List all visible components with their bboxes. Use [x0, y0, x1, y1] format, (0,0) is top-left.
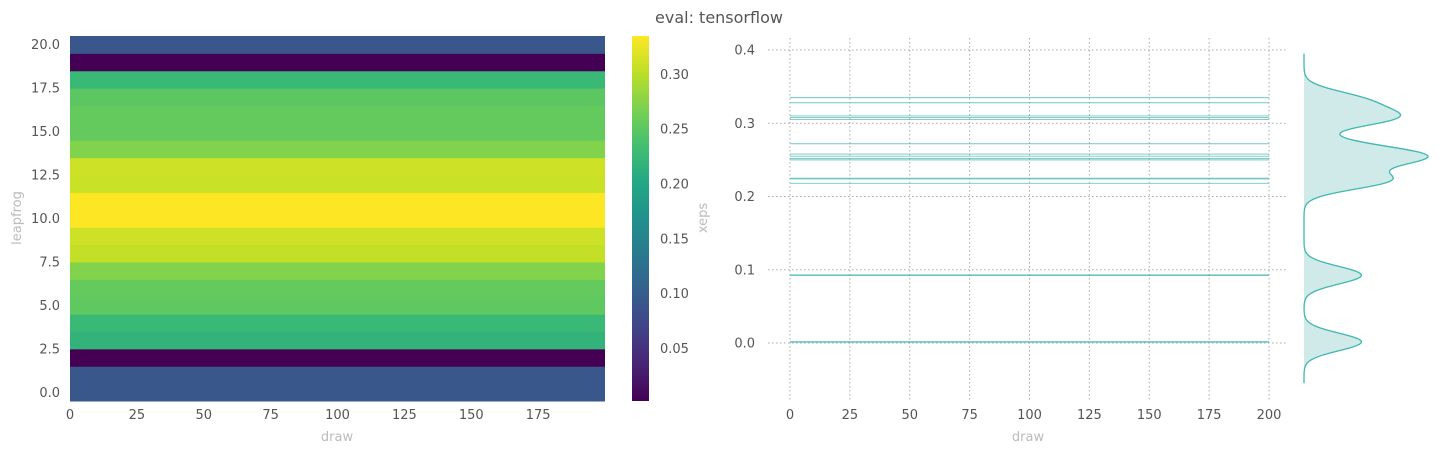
figure-title: eval: tensorflow [655, 8, 783, 27]
heatmap-y-tick-label: 10.0 [31, 212, 60, 227]
heatmap-row [70, 366, 605, 385]
heatmap-x-ticks: 0 25 50 75 100 125 150 175 [66, 408, 551, 423]
heatmap-y-tick-label: 20.0 [31, 38, 60, 53]
heatmap-x-tick-label: 50 [195, 408, 212, 423]
colorbar-tick-label: 0.05 [660, 342, 689, 357]
heatmap-row [70, 88, 605, 107]
kde-line [1303, 53, 1429, 384]
kde-fill [1304, 53, 1428, 384]
heatmap-y-tick-label: 5.0 [39, 299, 60, 314]
colorbar-ticks: 0.05 0.10 0.15 0.20 0.25 0.30 [660, 68, 689, 357]
line-series [790, 97, 1269, 343]
heatmap-x-tick-label: 175 [526, 408, 551, 423]
heatmap-y-tick-label: 0.0 [39, 386, 60, 401]
heatmap-row [70, 314, 605, 332]
heatmap-y-tick-label: 12.5 [31, 169, 60, 184]
heatmap-cells [70, 36, 605, 402]
line-x-tick-label: 100 [1017, 408, 1042, 423]
line-x-tick-label: 75 [961, 408, 978, 423]
line-x-tick-label: 150 [1137, 408, 1162, 423]
heatmap-row [70, 36, 605, 54]
heatmap-y-tick-label: 17.5 [31, 82, 60, 97]
heatmap-y-tick-label: 15.0 [31, 125, 60, 140]
heatmap-x-tick-label: 0 [66, 408, 74, 423]
colorbar-tick-label: 0.10 [660, 287, 689, 302]
line-grid [768, 38, 1287, 402]
heatmap-row [70, 122, 605, 141]
line-x-tick-label: 125 [1077, 408, 1102, 423]
line-x-tick-label: 0 [786, 408, 794, 423]
heatmap-row [70, 209, 605, 228]
heatmap-x-tick-label: 100 [325, 408, 350, 423]
heatmap-x-label: draw [321, 430, 354, 445]
line-x-tick-label: 200 [1257, 408, 1282, 423]
line-y-tick-label: 0.3 [734, 117, 755, 132]
line-x-tick-label: 50 [901, 408, 918, 423]
line-y-ticks: 0.0 0.1 0.2 0.3 0.4 [734, 44, 755, 352]
colorbar-tick-label: 0.20 [660, 177, 689, 192]
heatmap-row [70, 140, 605, 159]
heatmap-row [70, 227, 605, 246]
heatmap-x-tick-label: 150 [459, 408, 484, 423]
heatmap-row [70, 53, 605, 72]
line-y-tick-label: 0.4 [734, 44, 755, 59]
line-x-label: draw [1012, 430, 1045, 445]
heatmap-panel: 0 25 50 75 100 125 150 175 0.0 2.5 5.0 7.5 10.0 12.5… [10, 36, 605, 445]
heatmap-row [70, 70, 605, 89]
heatmap-x-tick-label: 25 [129, 408, 146, 423]
heatmap-row [70, 348, 605, 367]
heatmap-row [70, 192, 605, 211]
colorbar-tick-label: 0.30 [660, 68, 689, 83]
heatmap-row [70, 244, 605, 263]
heatmap-x-tick-label: 75 [262, 408, 279, 423]
heatmap-y-label: leapfrog [10, 191, 25, 245]
heatmap-row [70, 261, 605, 280]
heatmap-y-tick-label: 7.5 [39, 255, 60, 270]
heatmap-row [70, 383, 605, 402]
line-x-tick-label: 25 [842, 408, 859, 423]
colorbar-tick-label: 0.25 [660, 123, 689, 138]
line-panel: 0 25 50 75 100 125 150 175 200 0.0 0.1 0.2 0.3 0.4 d… [734, 38, 1287, 445]
heatmap-row [70, 279, 605, 298]
colorbar-label: xeps [696, 203, 711, 234]
heatmap-row [70, 157, 605, 176]
colorbar-tick-label: 0.15 [660, 232, 689, 247]
line-x-ticks: 0 25 50 75 100 125 150 175 200 [786, 408, 1282, 423]
heatmap-row [70, 331, 605, 350]
heatmap-x-tick-label: 125 [392, 408, 417, 423]
heatmap-y-ticks: 0.0 2.5 5.0 7.5 10.0 12.5 15.0 17.5 20.0 [31, 38, 60, 401]
kde-panel [1303, 53, 1429, 384]
heatmap-y-tick-label: 2.5 [39, 342, 60, 357]
heatmap-row [70, 105, 605, 124]
line-y-tick-label: 0.2 [734, 190, 755, 205]
line-y-tick-label: 0.1 [734, 263, 755, 278]
heatmap-row [70, 175, 605, 193]
line-x-tick-label: 175 [1197, 408, 1222, 423]
colorbar-gradient [632, 36, 649, 401]
heatmap-row [70, 296, 605, 315]
line-y-tick-label: 0.0 [734, 337, 755, 352]
colorbar: 0.05 0.10 0.15 0.20 0.25 0.30 xeps [632, 36, 711, 401]
